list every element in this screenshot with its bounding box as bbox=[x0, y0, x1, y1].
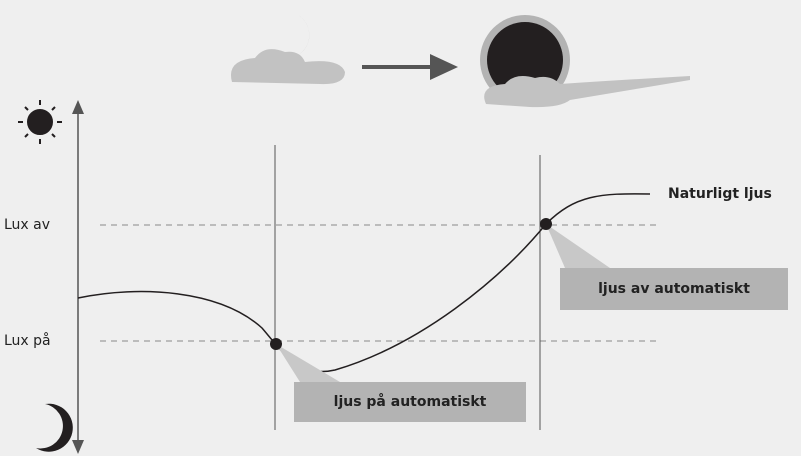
callout-box bbox=[560, 268, 788, 310]
light-curve bbox=[77, 193, 651, 373]
callout-text: ljus av automatiskt bbox=[598, 281, 750, 297]
callout-box bbox=[294, 382, 526, 422]
eclipse-icon bbox=[480, 15, 690, 108]
sun-icon bbox=[18, 100, 62, 144]
y-axis bbox=[72, 100, 84, 454]
axis-label: Lux av bbox=[4, 217, 50, 233]
event-dot bbox=[540, 218, 552, 230]
axis-label: Lux på bbox=[4, 332, 51, 349]
callout-pointer bbox=[276, 344, 340, 382]
event-dot bbox=[270, 338, 282, 350]
curve-label: Naturligt ljus bbox=[668, 186, 772, 202]
callout-text: ljus på automatiskt bbox=[334, 393, 487, 410]
moon-icon bbox=[36, 403, 73, 452]
callout-pointer bbox=[546, 224, 610, 268]
moon-cloud-icon bbox=[230, 12, 345, 85]
arrow-icon bbox=[362, 54, 458, 80]
